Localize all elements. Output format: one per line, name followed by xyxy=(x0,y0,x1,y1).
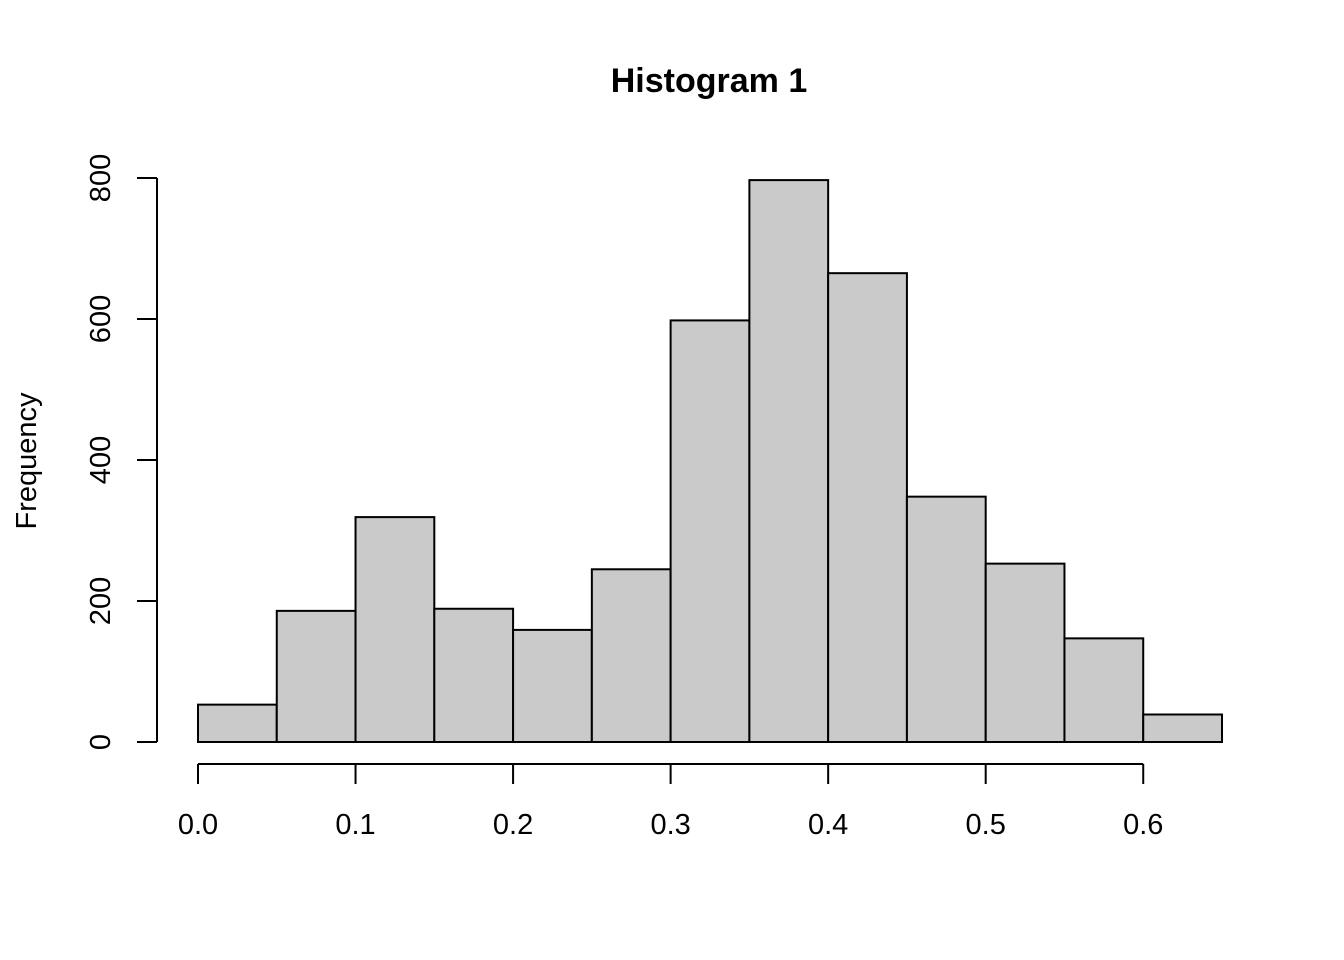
y-tick-label: 0 xyxy=(85,734,117,750)
histogram-bar xyxy=(197,703,278,744)
histogram-bar xyxy=(512,628,593,744)
histogram-bar xyxy=(1142,713,1223,744)
x-tick-label: 0.6 xyxy=(1123,809,1163,841)
histogram-bar xyxy=(354,516,436,743)
histogram-bar xyxy=(590,568,672,744)
histogram-bar xyxy=(275,609,357,743)
x-tick-label: 0.5 xyxy=(966,809,1006,841)
x-tick-label: 0.0 xyxy=(178,809,218,841)
histogram-bar xyxy=(905,495,987,743)
chart-title: Histogram 1 xyxy=(611,62,808,100)
y-tick-label: 800 xyxy=(85,154,117,202)
histogram-bar xyxy=(433,607,515,743)
x-tick-label: 0.3 xyxy=(650,809,690,841)
histogram-bar xyxy=(827,272,908,743)
x-axis: 0.0 0.1 0.2 0.3 0.4 0.5 0.6 xyxy=(178,763,1163,841)
y-axis-label: Frequency xyxy=(11,392,43,530)
histogram-bar xyxy=(1063,637,1145,743)
histogram-bar xyxy=(669,319,751,743)
y-axis: 0 200 400 600 800 xyxy=(85,154,158,750)
histogram-bar xyxy=(748,179,830,744)
y-tick-label: 600 xyxy=(85,295,117,343)
x-tick-label: 0.1 xyxy=(335,809,375,841)
y-tick-label: 200 xyxy=(85,577,117,625)
histogram-bar xyxy=(984,562,1066,744)
bars-group xyxy=(197,179,1223,744)
x-tick-label: 0.4 xyxy=(808,809,848,841)
y-tick-label: 400 xyxy=(85,436,117,484)
x-tick-label: 0.2 xyxy=(493,809,533,841)
